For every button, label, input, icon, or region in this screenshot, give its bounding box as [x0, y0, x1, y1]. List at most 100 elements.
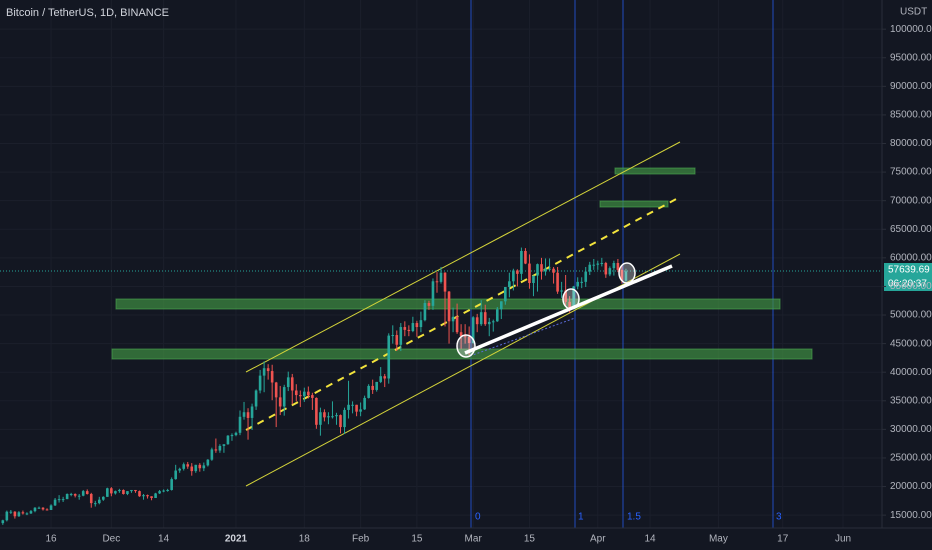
x-tick-label: Feb	[352, 534, 370, 545]
candle-body	[186, 464, 190, 467]
candle-body	[463, 336, 467, 338]
candle-body	[435, 281, 439, 283]
candle-body	[407, 329, 411, 332]
candle-body	[258, 375, 262, 391]
y-tick-label: 40000.00	[890, 367, 932, 378]
candle-body	[234, 432, 238, 436]
candle-body	[363, 397, 366, 410]
channel-upper	[245, 141, 681, 373]
candle-body	[170, 479, 173, 490]
candle-body	[53, 499, 57, 506]
candle-body	[5, 511, 9, 521]
candle-body	[202, 465, 206, 469]
countdown: 06:20:37	[888, 279, 927, 290]
candle-body	[49, 505, 53, 510]
x-tick-label: 18	[299, 534, 311, 545]
marker	[618, 262, 636, 284]
candle-body	[540, 264, 543, 272]
candle-body	[560, 290, 563, 292]
y-tick-label: 75000.00	[890, 167, 932, 178]
candle-body	[21, 512, 25, 514]
candle-body	[544, 268, 547, 272]
candle-body	[588, 264, 592, 272]
candle-body	[620, 269, 624, 281]
candle-body	[102, 496, 105, 500]
candle-body	[584, 271, 588, 282]
candle-body	[431, 281, 435, 306]
candle-body	[250, 406, 254, 418]
candles	[1, 247, 628, 525]
candle-body	[323, 412, 326, 418]
y-tick-label: 15000.00	[890, 510, 932, 521]
candle-body	[548, 268, 551, 270]
candle-body	[375, 381, 378, 390]
candle-body	[508, 281, 511, 288]
candle-body	[25, 513, 29, 515]
candle-body	[479, 312, 483, 325]
axis-unit: USDT	[900, 7, 927, 18]
candle-body	[242, 412, 246, 417]
candle-body	[81, 491, 85, 496]
candle-body	[138, 491, 141, 497]
candle-body	[130, 489, 133, 492]
candle-body	[270, 371, 274, 383]
candle-body	[532, 275, 535, 284]
candle-body	[65, 493, 69, 500]
candle-body	[596, 263, 600, 265]
x-tick-label: Apr	[590, 534, 606, 545]
candle-body	[592, 264, 596, 266]
candle-body	[134, 489, 137, 492]
y-tick-label: 45000.00	[890, 338, 932, 349]
candle-body	[504, 287, 507, 302]
candle-body	[451, 316, 455, 322]
y-tick-label: 70000.00	[890, 195, 932, 206]
candle-body	[303, 391, 306, 397]
last-price: 57639.69	[888, 265, 930, 276]
candle-body	[391, 335, 395, 337]
y-tick-label: 65000.00	[890, 224, 932, 235]
x-tick-label: Dec	[102, 534, 120, 545]
y-tick-label: 20000.00	[890, 481, 932, 492]
candle-body	[214, 449, 218, 451]
candle-body	[447, 291, 451, 322]
candle-body	[315, 397, 318, 425]
target-zone	[614, 167, 696, 175]
candle-body	[190, 466, 194, 472]
candle-body	[262, 368, 266, 376]
candle-body	[411, 323, 415, 332]
candle-body	[495, 309, 499, 322]
candle-body	[290, 377, 294, 391]
candle-body	[1, 520, 5, 524]
candle-body	[536, 264, 539, 276]
candle-body	[158, 491, 161, 494]
candle-body	[311, 395, 314, 398]
candle-body	[73, 493, 77, 496]
candle-body	[487, 321, 491, 325]
candle-body	[307, 391, 310, 396]
candle-body	[29, 511, 33, 514]
candle-body	[174, 470, 177, 480]
candle-body	[439, 272, 443, 282]
candle-body	[41, 507, 45, 510]
candle-body	[343, 409, 346, 428]
candle-body	[379, 376, 383, 382]
candle-body	[383, 376, 387, 379]
candle-body	[552, 268, 555, 273]
y-tick-label: 50000.00	[890, 310, 932, 321]
candle-body	[608, 268, 612, 275]
candle-body	[178, 468, 182, 471]
candle-body	[162, 490, 165, 492]
chart-title: Bitcoin / TetherUS, 1D, BINANCE	[6, 7, 169, 19]
x-tick-label: 14	[158, 534, 170, 545]
candle-body	[459, 332, 463, 337]
support-zone	[111, 348, 813, 360]
candle-body	[118, 489, 121, 492]
candle-body	[612, 262, 616, 269]
y-tick-label: 85000.00	[890, 110, 932, 121]
candle-body	[483, 312, 487, 325]
candle-body	[69, 493, 73, 495]
candle-body	[142, 495, 145, 497]
candle-body	[319, 412, 322, 425]
candle-body	[355, 404, 358, 412]
